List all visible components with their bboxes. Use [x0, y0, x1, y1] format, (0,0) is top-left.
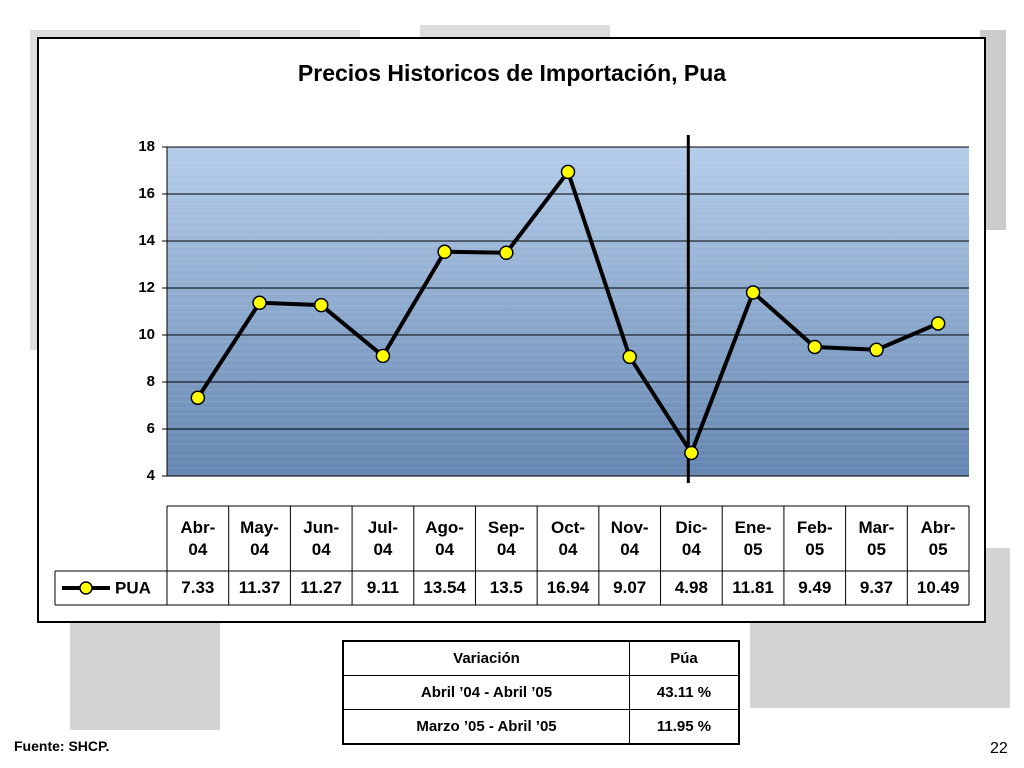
data-point: [499, 245, 514, 260]
table-row: Variación Púa: [342, 640, 740, 676]
data-point: [622, 349, 637, 365]
x-tick-label-text: Nov-04: [610, 517, 649, 559]
table-value: 10.49: [907, 571, 969, 605]
x-tick-label-text: Mar-05: [858, 517, 895, 559]
source-note: Fuente: SHCP.: [14, 738, 110, 754]
x-tick-label: May-04: [229, 506, 291, 571]
y-tick-label: 4: [147, 467, 156, 484]
data-point: [375, 348, 391, 364]
table-value-text: 9.37: [859, 578, 893, 597]
table-value: 9.37: [846, 571, 908, 605]
x-tick-label: Mar-05: [846, 506, 908, 571]
table-row: Marzo ’05 - Abril ’05 11.95 %: [342, 709, 740, 745]
table-value: 11.27: [290, 571, 352, 605]
x-tick-label-text: Oct-04: [550, 517, 585, 559]
x-tick-label-text: Ago-04: [425, 517, 464, 559]
chart-title: Precios Historicos de Importación, Pua: [298, 60, 726, 86]
table-cell: Marzo ’05 - Abril ’05: [342, 709, 630, 745]
table-cell: 43.11 %: [629, 675, 740, 710]
x-tick-label-text: Jul-04: [367, 517, 399, 559]
y-tick-label: 18: [138, 138, 155, 155]
x-tick-label: Nov-04: [599, 506, 661, 571]
variation-table: Variación Púa Abril ’04 - Abril ’05 43.11 %…: [342, 640, 740, 745]
x-tick-label-text: Abr-04: [180, 517, 216, 559]
y-tick-label: 16: [138, 185, 155, 202]
table-value-text: 11.37: [238, 578, 281, 597]
background-image: [70, 620, 220, 730]
table-value-text: 10.49: [916, 578, 960, 597]
table-cell: Abril ’04 - Abril ’05: [342, 675, 630, 710]
table-value: 9.07: [599, 571, 661, 605]
data-point: [745, 285, 761, 300]
x-tick-label-text: Jun-04: [303, 517, 340, 559]
table-value: 4.98: [661, 571, 723, 605]
table-value-text: 9.49: [798, 578, 832, 597]
x-tick-label: Ene-05: [722, 506, 784, 571]
table-value-text: 11.81: [732, 578, 774, 597]
table-value-text: 13.5: [489, 578, 523, 597]
data-point: [437, 244, 452, 260]
data-point: [252, 295, 267, 311]
table-value: 9.11: [352, 571, 414, 605]
table-value-text: 7.33: [181, 578, 215, 597]
data-point: [313, 297, 329, 313]
table-value: 13.54: [414, 571, 476, 605]
x-tick-label: Jun-04: [290, 506, 352, 571]
table-value: 11.81: [722, 571, 784, 605]
data-point: [684, 445, 699, 461]
data-point: [190, 390, 206, 405]
y-tick-label: 10: [138, 326, 155, 343]
y-tick-label: 8: [147, 373, 155, 390]
table-cell: Púa: [629, 640, 740, 676]
y-tick-label: 12: [138, 279, 155, 296]
table-value-text: 9.07: [613, 578, 647, 597]
data-point: [930, 316, 946, 331]
x-tick-label: Ago-04: [414, 506, 476, 571]
x-tick-label: Sep-04: [475, 506, 537, 571]
x-tick-label-text: Ene-05: [734, 517, 772, 559]
table-value: 7.33: [167, 571, 229, 605]
plot-area: [167, 147, 969, 476]
x-tick-label: Feb-05: [784, 506, 846, 571]
legend-label: PUA: [115, 578, 151, 597]
table-row: Abril ’04 - Abril ’05 43.11 %: [342, 675, 740, 710]
y-tick-label: 14: [138, 232, 155, 249]
x-tick-label: Oct-04: [537, 506, 599, 571]
page-number: 22: [990, 740, 1008, 757]
table-value: 16.94: [537, 571, 599, 605]
legend-marker: [79, 581, 93, 595]
x-tick-label-text: Sep-04: [487, 517, 525, 559]
table-value-text: 4.98: [674, 578, 708, 597]
table-cell: 11.95 %: [629, 709, 740, 745]
x-tick-label-text: Feb-05: [796, 517, 833, 559]
table-value: 11.37: [229, 571, 291, 605]
x-tick-label: Dic-04: [661, 506, 723, 571]
data-point: [807, 339, 823, 355]
data-point: [560, 164, 576, 180]
x-tick-label-text: Abr-05: [920, 517, 956, 559]
table-cell: Variación: [342, 640, 630, 676]
x-tick-label: Abr-05: [907, 506, 969, 571]
table-value: 9.49: [784, 571, 846, 605]
table-value-text: 16.94: [546, 578, 590, 597]
x-tick-label: Jul-04: [352, 506, 414, 571]
table-value-text: 9.11: [366, 578, 399, 597]
x-tick-label-text: May-04: [240, 517, 279, 559]
y-tick-label: 6: [147, 420, 155, 437]
x-tick-label: Abr-04: [167, 506, 229, 571]
x-tick-label-text: Dic-04: [675, 517, 708, 559]
table-value-text: 13.54: [423, 578, 466, 597]
data-point: [869, 342, 884, 358]
table-value: 13.5: [475, 571, 537, 605]
table-value-text: 11.27: [300, 578, 343, 597]
